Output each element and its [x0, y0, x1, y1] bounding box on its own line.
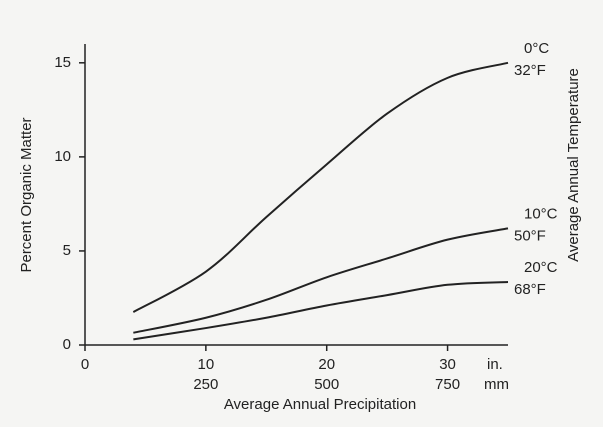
legend-label: 10°C: [524, 205, 558, 222]
y-tick-label: 5: [63, 242, 71, 259]
legend-label-alt: 68°F: [514, 281, 546, 298]
series-line: [133, 280, 509, 341]
y-tick-label: 0: [63, 336, 71, 353]
x2-tick-label: 500: [314, 376, 339, 393]
y-tick-label: 15: [54, 54, 71, 71]
x-tick-label: 0: [81, 356, 89, 373]
x-axis-title: Average Annual Precipitation: [224, 396, 416, 413]
legend-title: Average Annual Temperature: [565, 68, 582, 262]
x-tick-label: 20: [318, 356, 335, 373]
series-line: [133, 227, 509, 334]
x2-tick-label: 750: [435, 376, 460, 393]
x-tick-label: 10: [198, 356, 215, 373]
x2-unit: mm: [484, 376, 509, 393]
legend-label: 20°C: [524, 259, 558, 276]
x2-tick-label: 250: [193, 376, 218, 393]
y-axis-title: Percent Organic Matter: [18, 117, 35, 272]
legend-label: 0°C: [524, 40, 549, 57]
y-tick-label: 10: [54, 148, 71, 165]
legend-label-alt: 32°F: [514, 62, 546, 79]
x-unit: in.: [487, 356, 503, 373]
series-line: [132, 61, 509, 313]
legend-label-alt: 50°F: [514, 227, 546, 244]
x-tick-label: 30: [439, 356, 456, 373]
